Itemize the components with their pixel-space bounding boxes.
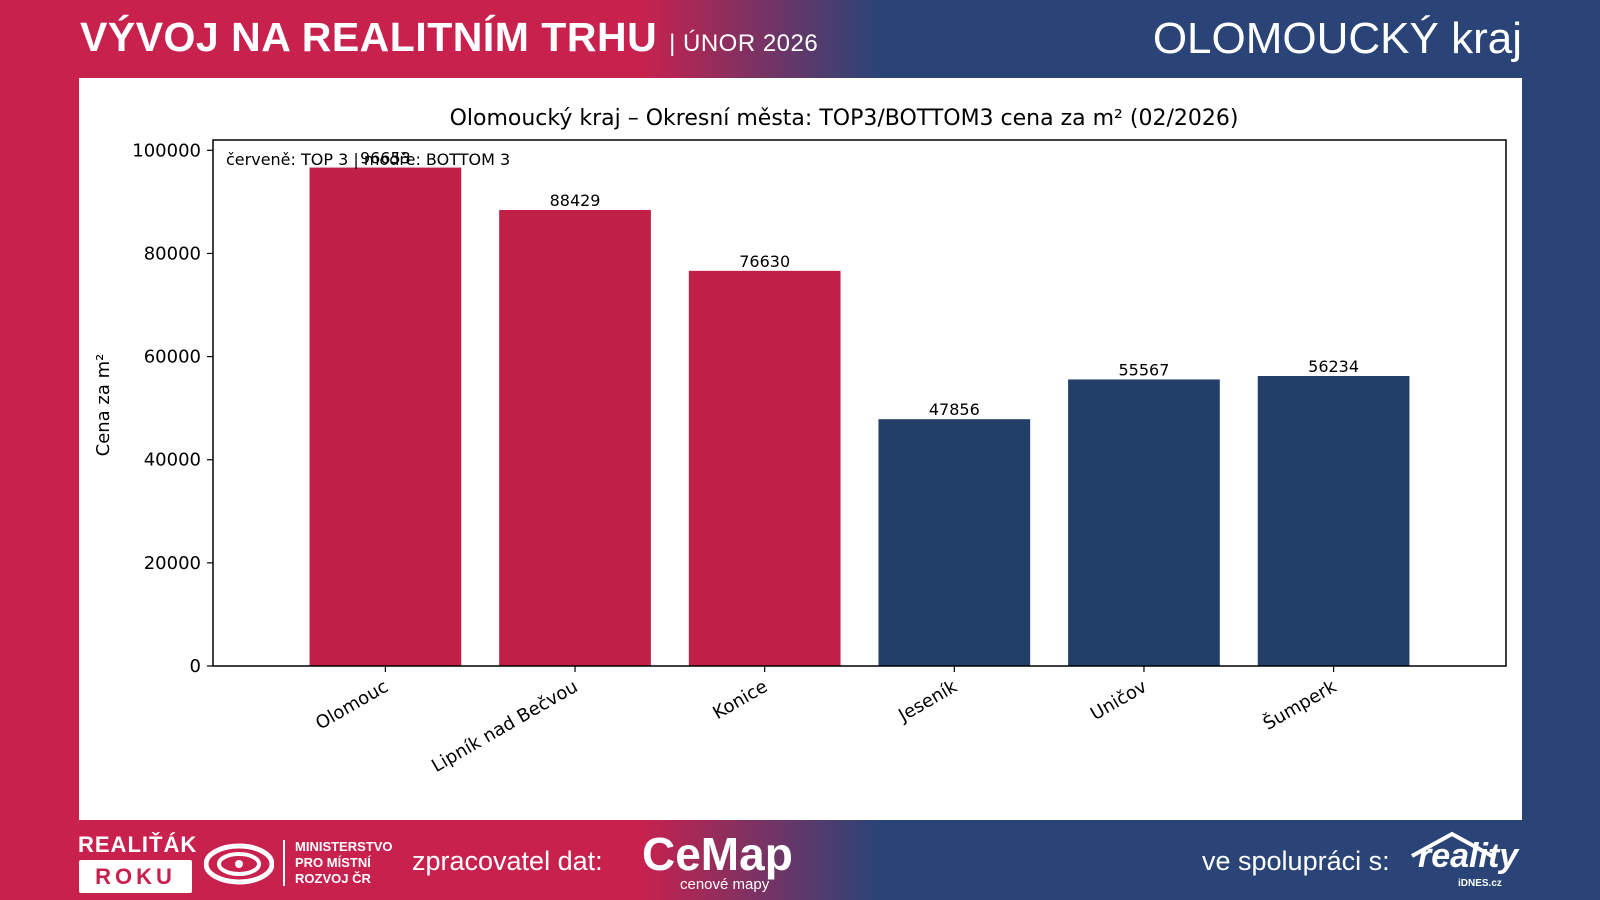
x-tick-label: Olomouc [312, 676, 392, 734]
ministry-divider [283, 840, 285, 886]
region-title: OLOMOUCKÝ kraj [1152, 14, 1522, 63]
header-subtitle: | ÚNOR 2026 [669, 30, 819, 57]
x-tick-label: Konice [709, 676, 771, 724]
y-axis: 0 20000 40000 60000 80000 100000 [132, 140, 213, 677]
value-labels-group: 96653 88429 76630 47856 55567 56234 [360, 149, 1359, 420]
bar-value-label: 55567 [1119, 360, 1170, 379]
bar-uničov [1068, 379, 1220, 666]
y-tick-label: 80000 [144, 243, 201, 264]
x-tick-label: Jeseník [894, 676, 961, 727]
bar-olomouc [309, 167, 462, 667]
cemap-subtitle: cenové mapy [680, 876, 770, 893]
bar-value-label: 76630 [739, 252, 790, 271]
ministry-line: PRO MÍSTNÍ [295, 855, 371, 870]
bar-konice [688, 270, 841, 666]
ministry-line: MINISTERSTVO [295, 839, 393, 854]
bar-lipník-nad-bečvou [499, 209, 651, 667]
plot-frame [212, 139, 1507, 667]
x-tick-label: Uničov [1087, 676, 1151, 725]
y-axis-label: Cena za m² [93, 354, 114, 457]
roku-badge: ROKU [79, 860, 192, 893]
bar-value-label: 88429 [550, 191, 601, 210]
y-tick-label: 60000 [144, 347, 201, 368]
bar-value-label: 56234 [1308, 357, 1359, 376]
bar-value-label: 47856 [929, 400, 980, 419]
ministry-emblem-icon [204, 843, 274, 885]
chart-panel: Olomoucký kraj – Okresní města: TOP3/BOT… [79, 78, 1522, 820]
bar-chart: Olomoucký kraj – Okresní města: TOP3/BOT… [93, 106, 1507, 777]
header-title: VÝVOJ NA REALITNÍM TRHU | ÚNOR 2026 [80, 14, 818, 61]
y-tick-label: 0 [190, 656, 201, 677]
realitak-logo-text: REALIŤÁK [78, 832, 198, 857]
map-pin-icon [764, 844, 804, 888]
y-tick-label: 20000 [144, 553, 201, 574]
ministry-name: MINISTERSTVO PRO MÍSTNÍ ROZVOJ ČR [295, 839, 393, 887]
footer: REALIŤÁK ROKU MINISTERSTVO PRO MÍSTNÍ RO… [0, 820, 1600, 900]
processor-label: zpracovatel dat: [412, 846, 603, 876]
chart-annotation: červeně: TOP 3 | modře: BOTTOM 3 [226, 150, 510, 169]
x-tick-label: Šumperk [1259, 675, 1340, 735]
x-tick-label: Lipník nad Bečvou [428, 676, 581, 777]
header-main-title: VÝVOJ NA REALITNÍM TRHU [80, 14, 658, 60]
ministry-line: ROZVOJ ČR [295, 871, 371, 886]
cooperation-label: ve spolupráci s: [1202, 846, 1390, 876]
house-roof-icon [1411, 831, 1493, 858]
idnes-logo-text: iDNES.cz [1458, 878, 1502, 889]
bar-jeseník [878, 419, 1031, 666]
y-tick-label: 100000 [132, 140, 201, 161]
y-tick-label: 40000 [144, 450, 201, 471]
bars-group [309, 167, 1410, 667]
cemap-logo-text: CeMap [642, 828, 793, 880]
bar-value-label: 96653 [360, 149, 411, 168]
chart-title: Olomoucký kraj – Okresní města: TOP3/BOT… [450, 106, 1239, 131]
x-axis: Olomouc Lipník nad Bečvou Konice Jeseník Uni… [312, 666, 1341, 777]
bar-šumperk [1257, 376, 1410, 666]
reality-logo-text: reality [1418, 837, 1519, 875]
